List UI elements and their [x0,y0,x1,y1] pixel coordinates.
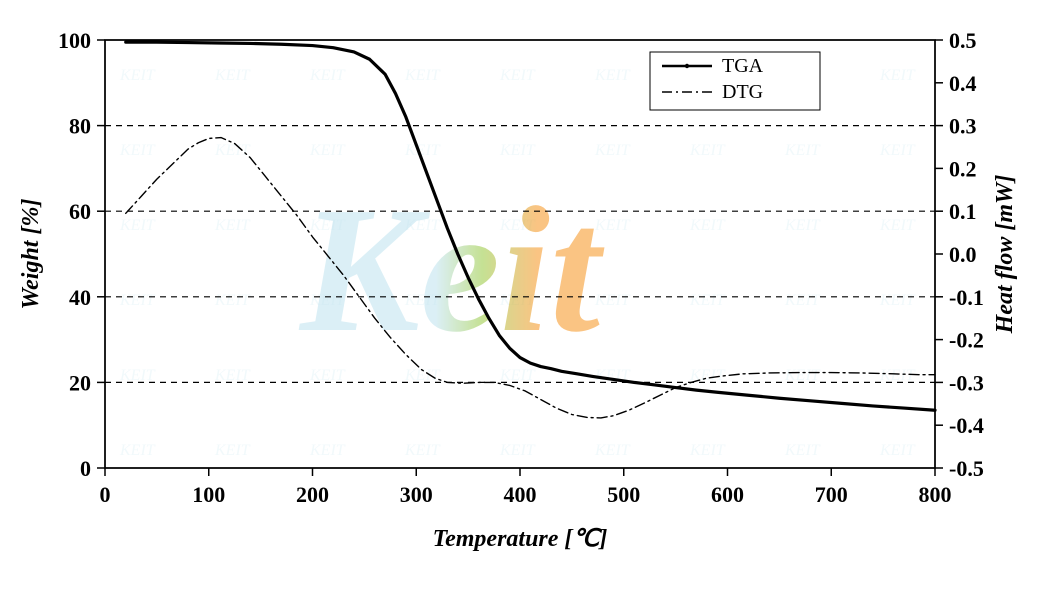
watermark: Keit [298,170,605,369]
x-tick-label: 0 [100,482,111,507]
watermark-tile: KEIT [214,217,251,234]
watermark-tile: KEIT [879,442,916,459]
watermark-tile: KEIT [689,217,726,234]
watermark-tile: KEIT [784,142,821,159]
watermark-tile: KEIT [119,142,156,159]
y-right-tick-label: 0.5 [949,28,977,53]
x-tick-label: 500 [607,482,640,507]
y-right-tick-label: -0.5 [949,456,984,481]
x-axis-label: Temperature [℃] [433,526,608,552]
y-right-tick-label: 0.2 [949,156,977,181]
y-right-tick-label: 0.1 [949,199,977,224]
x-tick-label: 400 [504,482,537,507]
watermark-tile: KEIT [784,217,821,234]
watermark-tile: KEIT [309,67,346,84]
watermark-tile: KEIT [879,142,916,159]
y-right-tick-label: -0.4 [949,413,984,438]
y-left-tick-label: 60 [69,199,91,224]
watermark-tile: KEIT [689,142,726,159]
watermark-tile: KEIT [119,67,156,84]
y-left-tick-label: 20 [69,370,91,395]
x-tick-label: 600 [711,482,744,507]
watermark-tile: KEIT [594,142,631,159]
watermark-tile: KEIT [784,292,821,309]
legend-label-dtg: DTG [722,81,763,103]
watermark-tile: KEIT [594,67,631,84]
y-left-axis-label: Weight [%] [18,199,44,310]
watermark-tile: KEIT [499,442,536,459]
y-left-tick-label: 80 [69,114,91,139]
y-right-tick-label: 0.4 [949,71,977,96]
watermark-tile: KEIT [214,292,251,309]
x-tick-label: 800 [919,482,952,507]
y-right-tick-label: -0.2 [949,328,984,353]
watermark-tile: KEIT [214,142,251,159]
y-right-tick-label: 0.0 [949,242,977,267]
watermark-tile: KEIT [119,442,156,459]
watermark-tile: KEIT [879,292,916,309]
y-right-tick-label: -0.3 [949,370,984,395]
watermark-tile: KEIT [499,142,536,159]
x-tick-label: 700 [815,482,848,507]
y-left-tick-label: 40 [69,285,91,310]
watermark-tile: KEIT [879,217,916,234]
y-right-tick-label: 0.3 [949,114,977,139]
watermark-tile: KEIT [309,367,346,384]
watermark-tile: KEIT [594,442,631,459]
watermark-tile: KEIT [689,292,726,309]
watermark-tile: KEIT [214,367,251,384]
watermark-tile: KEIT [689,442,726,459]
legend-marker [685,64,689,68]
watermark-text: Keit [298,170,605,369]
watermark-tile: KEIT [499,67,536,84]
chart-container: KEIT KEIT KEIT KEIT KEIT KEIT KEIT KEIT KEIT KEIT… [0,0,1040,600]
y-left-tick-label: 100 [58,28,91,53]
chart-svg: KEIT KEIT KEIT KEIT KEIT KEIT KEIT KEIT KEIT KEIT… [0,0,1040,600]
watermark-tile: KEIT [119,217,156,234]
watermark-tile: KEIT [214,67,251,84]
x-tick-label: 300 [400,482,433,507]
x-tick-label: 200 [296,482,329,507]
watermark-tile: KEIT [309,442,346,459]
watermark-tile: KEIT [119,367,156,384]
watermark-tile: KEIT [214,442,251,459]
y-right-axis-label: Heat flow [mW] [992,175,1018,335]
watermark-tile: KEIT [879,67,916,84]
watermark-tile: KEIT [784,367,821,384]
x-tick-label: 100 [192,482,225,507]
y-right-tick-label: -0.1 [949,285,984,310]
watermark-tile: KEIT [879,367,916,384]
y-left-tick-label: 0 [80,456,91,481]
watermark-tile: KEIT [119,292,156,309]
watermark-tile: KEIT [404,67,441,84]
watermark-tile: KEIT [404,442,441,459]
watermark-tile: KEIT [499,367,536,384]
watermark-tile: KEIT [404,142,441,159]
watermark-tile: KEIT [309,142,346,159]
legend-label-tga: TGA [722,55,764,77]
watermark-tile: KEIT [784,442,821,459]
